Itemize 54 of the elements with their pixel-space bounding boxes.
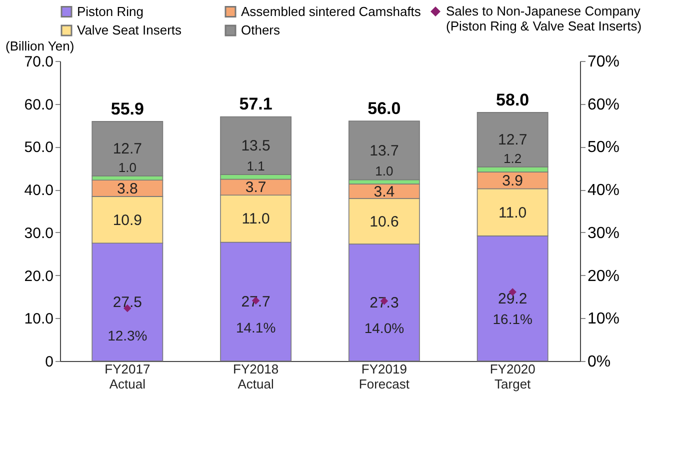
y-tick-label: 40.0 bbox=[24, 182, 54, 200]
data-label: 12.7 bbox=[498, 132, 528, 149]
x-tick-label: FY2017 Actual bbox=[104, 362, 150, 392]
y-axis-title: (Billion Yen) bbox=[6, 38, 74, 54]
y-tick-label: 20.0 bbox=[24, 268, 54, 285]
x-tick-label: FY2018 Actual bbox=[233, 362, 279, 392]
y2-tick-label: 0% bbox=[588, 354, 611, 370]
y-tick-label: 0 bbox=[45, 354, 54, 370]
data-label: 12.3% bbox=[108, 327, 148, 344]
data-label: 11.0 bbox=[498, 204, 527, 222]
data-label: 1.0 bbox=[375, 164, 394, 179]
y2-tick-label: 10% bbox=[588, 310, 620, 328]
x-tick-label: FY2019 Forecast bbox=[358, 362, 410, 392]
data-label: 1.0 bbox=[118, 160, 136, 175]
data-label: 1.1 bbox=[246, 158, 265, 174]
data-label: 10.6 bbox=[370, 213, 399, 230]
bar bbox=[348, 120, 420, 180]
data-label: 14.1% bbox=[236, 320, 276, 336]
total-label: 56.0 bbox=[368, 99, 401, 118]
y-tick-label: 10.0 bbox=[24, 310, 54, 328]
total-label: 55.9 bbox=[110, 99, 144, 118]
y2-tick-label: 60% bbox=[588, 96, 620, 114]
data-label: 11.0 bbox=[242, 210, 270, 228]
y2-tick-label: 20% bbox=[588, 268, 620, 285]
y-tick-label: 60.0 bbox=[24, 96, 54, 114]
legend-label: Piston Ring bbox=[77, 4, 144, 19]
data-label: 3.9 bbox=[502, 172, 524, 190]
data-label: 3.7 bbox=[245, 179, 266, 196]
data-label: 1.2 bbox=[504, 150, 522, 166]
data-label: 29.2 bbox=[498, 290, 528, 308]
data-label: 3.8 bbox=[116, 180, 138, 198]
bar bbox=[92, 121, 164, 176]
data-label: 12.7 bbox=[112, 140, 142, 158]
legend-label: Assembled sintered Camshafts bbox=[241, 4, 422, 19]
data-label: 14.0% bbox=[364, 320, 404, 336]
legend-label: Sales to Non-Japanese Company (Piston Ring & Valve Seat Inserts) bbox=[446, 4, 642, 34]
data-label: 13.5 bbox=[241, 138, 270, 155]
x-tick-label: FY2020 Target bbox=[490, 362, 536, 392]
y2-tick-label: 70% bbox=[588, 54, 620, 70]
data-label: 13.7 bbox=[370, 142, 399, 160]
data-label: 10.9 bbox=[112, 212, 142, 229]
y-tick-label: 30.0 bbox=[24, 224, 54, 242]
data-label: 16.1% bbox=[492, 311, 532, 327]
total-label: 57.1 bbox=[239, 94, 272, 114]
y2-tick-label: 40% bbox=[588, 182, 620, 200]
data-label: 27.5 bbox=[112, 294, 142, 312]
y2-tick-label: 30% bbox=[588, 224, 620, 242]
y2-tick-label: 50% bbox=[588, 139, 620, 156]
total-label: 58.0 bbox=[496, 90, 530, 110]
y-tick-label: 70.0 bbox=[24, 54, 54, 70]
y-tick-label: 50.0 bbox=[24, 139, 54, 156]
data-label: 3.4 bbox=[374, 183, 395, 200]
legend-label: Others bbox=[241, 22, 281, 38]
legend-label: Valve Seat Inserts bbox=[77, 22, 182, 38]
